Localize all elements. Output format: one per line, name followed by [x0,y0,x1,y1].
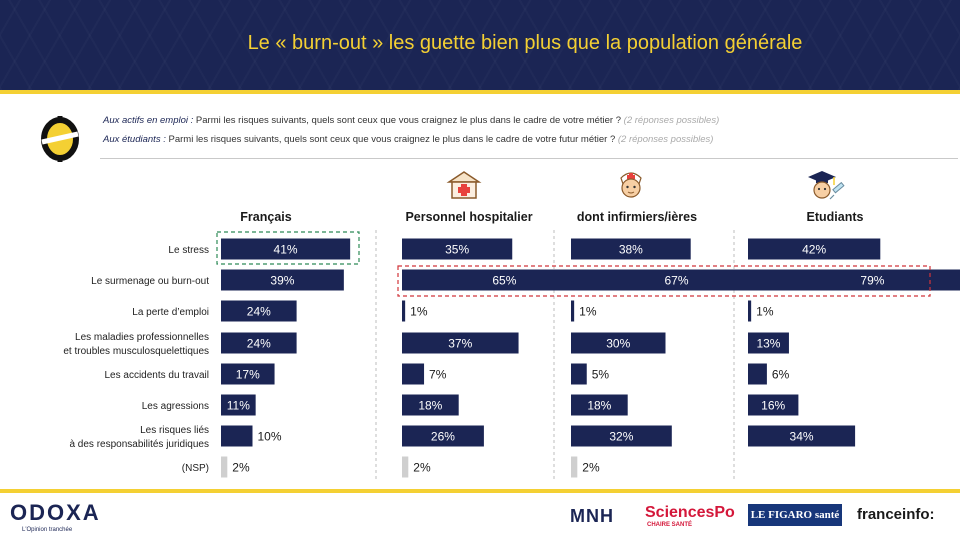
bar-value-label: 11% [227,399,250,413]
bar-personnel-hospitalier-6 [402,425,484,447]
bar-dont-infirmiers-ieres-6 [571,425,672,447]
odoxa-tagline: L'Opinion tranchée [22,527,73,533]
bar-francais-7 [221,456,228,478]
bar-personnel-hospitalier-1 [402,269,607,291]
bar-value-label: 13% [756,337,780,351]
column-header-etudiants: Etudiants [807,210,864,224]
sciencespo-subtitle: CHAIRE SANTÉ [647,522,693,528]
bar-value-label: 1% [579,305,597,319]
bar-value-label: 65% [492,274,516,288]
bar-value-label: 67% [665,274,689,288]
highlight-stress-box [216,231,360,265]
row-label-les-maladies-professionnelles: Les maladies professionnelles et troubles… [63,332,209,357]
figaro-sante-logo: LE FIGARO santé [748,504,842,526]
header-banner [0,0,960,90]
bar-personnel-hospitalier-0 [402,238,513,260]
bar-value-label: 38% [619,243,643,257]
odoxa-logo: ODOXA [10,500,101,525]
bar-etudiants-0 [748,238,881,260]
bar-value-label: 1% [410,305,428,319]
bar-value-label: 18% [418,399,442,413]
bar-value-label: 26% [431,430,455,444]
bar-francais-6 [221,425,253,447]
bar-dont-infirmiers-ieres-3 [571,332,666,354]
bar-etudiants-5 [748,394,799,416]
bar-dont-infirmiers-ieres-0 [571,238,691,260]
row-label-la-perte-d-emploi: La perte d’emploi [132,307,209,318]
footer-accent-line [0,489,960,493]
bar-value-label: 24% [247,305,271,319]
bar-value-label: 24% [247,337,271,351]
row-label-les-accidents-du-travail: Les accidents du travail [104,370,209,381]
bar-value-label: 18% [587,399,611,413]
bar-francais-5 [221,394,256,416]
column-header-dont-infirmiers-ieres: dont infirmiers/ières [577,210,697,224]
bar-francais-4 [221,363,275,385]
row-label-les-risques-lies: Les risques liés à des responsabilités ju… [69,425,209,450]
question-divider [100,158,958,159]
graduate-icon [808,171,845,200]
bar-value-label: 7% [429,368,447,382]
bar-value-label: 1% [756,305,774,319]
bar-francais-0 [221,238,351,260]
highlight-burnout-box [397,265,931,297]
bar-francais-2 [221,300,297,322]
bar-value-label: 17% [236,368,260,382]
bar-value-label: 30% [606,337,630,351]
bar-personnel-hospitalier-3 [402,332,519,354]
bar-etudiants-6 [748,425,856,447]
bar-value-label: 79% [860,274,884,288]
bar-value-label: 34% [790,430,814,444]
bar-personnel-hospitalier-7 [402,456,409,478]
sciencespo-logo: SciencesPo [645,504,735,521]
bar-etudiants-4 [748,363,767,385]
row-label-les-agressions: Les agressions [142,401,209,412]
hospital-icon [446,171,482,199]
bar-value-label: 16% [761,399,785,413]
bar-value-label: 39% [270,274,294,288]
odoxa-logo-icon [41,116,79,162]
bar-value-label: 10% [258,430,282,444]
bar-value-label: 42% [802,243,826,257]
bar-value-label: 2% [232,461,250,475]
bar-value-label: 32% [609,430,633,444]
row-label-le-stress: Le stress [168,245,209,256]
bar-etudiants-2 [748,300,752,322]
mnh-logo: MNH [570,506,614,526]
bar-dont-infirmiers-ieres-5 [571,394,628,416]
question-actifs: Aux actifs en emploi : Parmi les risques… [103,115,720,126]
franceinfo-logo: franceinfo: [857,506,935,523]
column-header-personnel-hospitalier: Personnel hospitalier [405,210,532,224]
bar-etudiants-3 [748,332,789,354]
question-etudiants: Aux étudiants : Parmi les risques suivan… [103,134,714,145]
row-label-nsp: (NSP) [182,463,209,474]
bar-dont-infirmiers-ieres-4 [571,363,587,385]
bar-value-label: 37% [448,337,472,351]
bar-etudiants-1 [748,269,960,291]
bar-dont-infirmiers-ieres-1 [571,269,783,291]
bar-value-label: 2% [582,461,600,475]
column-header-francais: Français [240,210,291,224]
bar-personnel-hospitalier-2 [402,300,406,322]
bar-personnel-hospitalier-4 [402,363,425,385]
bar-personnel-hospitalier-5 [402,394,459,416]
nurse-icon [620,172,642,198]
bar-value-label: 41% [274,243,298,257]
bar-francais-3 [221,332,297,354]
bar-value-label: 6% [772,368,790,382]
bar-value-label: 35% [445,243,469,257]
page-title: Le « burn-out » les guette bien plus que… [247,32,803,54]
header-accent-line [0,90,960,94]
bar-dont-infirmiers-ieres-2 [571,300,575,322]
row-label-le-surmenage-ou-burn-out: Le surmenage ou burn-out [91,276,209,287]
bar-francais-1 [221,269,344,291]
bar-value-label: 5% [592,368,610,382]
bar-value-label: 2% [413,461,431,475]
bar-dont-infirmiers-ieres-7 [571,456,578,478]
